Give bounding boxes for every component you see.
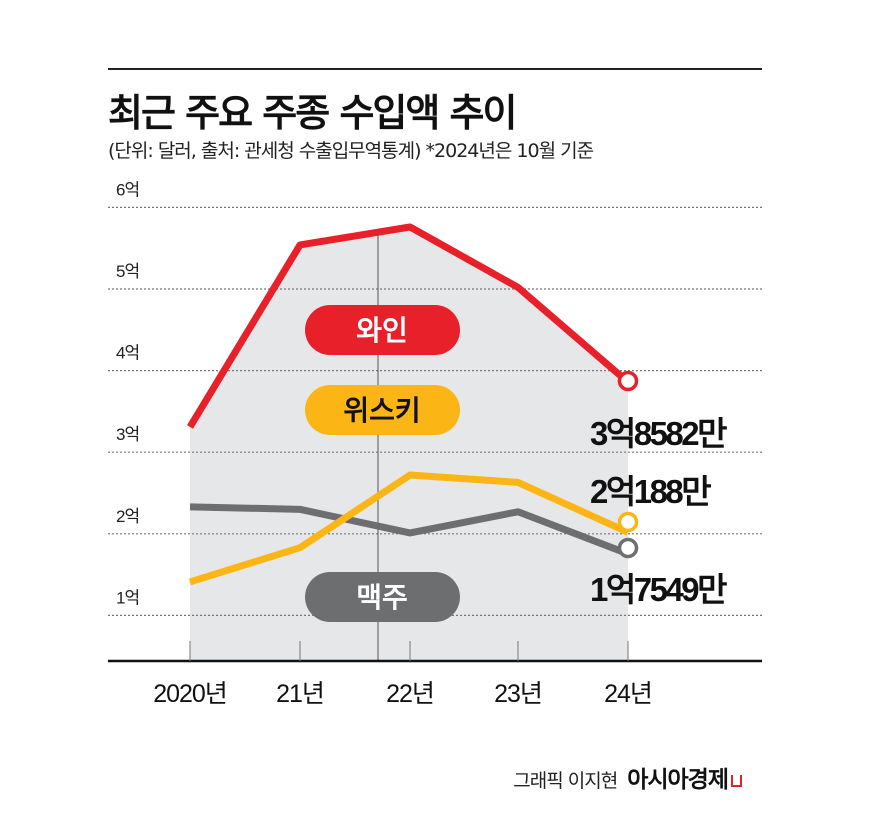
chart-title: 최근 주요 주종 수입액 추이 xyxy=(108,91,517,135)
x-tick-label: 22년 xyxy=(386,680,434,708)
y-tick-label: 1억 xyxy=(116,588,139,607)
end-value-label: 2억188만 xyxy=(590,473,711,510)
legend-label: 위스키 xyxy=(343,395,420,426)
x-tick-label: 2020년 xyxy=(153,680,227,708)
x-tick-label: 21년 xyxy=(276,680,324,708)
publisher-logo: 아시아경제 xyxy=(627,760,742,794)
end-point-marker xyxy=(617,537,639,559)
x-tick-label: 23년 xyxy=(494,680,542,708)
y-tick-label: 5억 xyxy=(116,262,139,281)
footer: 그래픽 이지현 아시아경제 xyxy=(513,760,742,794)
y-tick-label: 3억 xyxy=(116,425,139,444)
y-tick-label: 4억 xyxy=(116,344,139,363)
end-point-marker xyxy=(617,370,639,392)
title-rule xyxy=(108,68,762,70)
graphic-credit: 그래픽 이지현 xyxy=(513,770,618,792)
end-value-label: 3억8582만 xyxy=(590,415,727,452)
y-tick-label: 2억 xyxy=(116,507,139,526)
series-line-whisky xyxy=(188,471,630,586)
series-line-beer xyxy=(189,503,630,558)
x-tick-label: 24년 xyxy=(604,680,652,708)
series-line-wine xyxy=(187,223,631,429)
end-point-marker xyxy=(617,511,639,533)
legend-label: 와인 xyxy=(356,315,408,346)
logo-mark-icon xyxy=(731,775,742,787)
chart-subtitle: (단위: 달러, 출처: 관세청 수출입무역통계) *2024년은 10월 기준 xyxy=(108,140,594,162)
legend-pill xyxy=(305,572,460,622)
legend-pill xyxy=(305,305,460,355)
legend-pill xyxy=(305,385,460,435)
y-tick-label: 6억 xyxy=(116,180,139,199)
legend-label: 맥주 xyxy=(356,582,408,613)
area-fill xyxy=(190,226,628,660)
end-value-label: 1억7549만 xyxy=(590,571,727,608)
